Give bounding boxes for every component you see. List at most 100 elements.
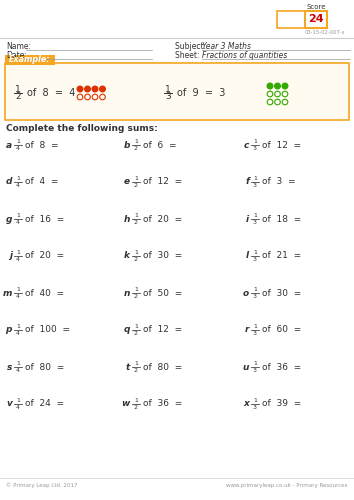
Text: of  8  =: of 8 = [25,140,58,149]
Text: of  60  =: of 60 = [262,326,301,334]
Text: Example:: Example: [9,56,51,64]
Text: 3: 3 [253,368,257,372]
Text: 3: 3 [253,256,257,262]
Text: of  12  =: of 12 = [143,326,182,334]
Text: 2: 2 [15,92,21,101]
Text: 2: 2 [134,404,138,409]
Text: 1: 1 [134,176,138,182]
Text: of  12  =: of 12 = [262,140,301,149]
Text: 3: 3 [253,146,257,150]
Text: of  24  =: of 24 = [25,400,64,408]
Text: w: w [122,400,130,408]
Text: i: i [246,214,249,224]
Circle shape [85,86,90,92]
Text: 1: 1 [134,324,138,330]
Text: 1: 1 [253,176,257,182]
Text: Complete the following sums:: Complete the following sums: [6,124,158,133]
Text: 2: 2 [134,330,138,336]
Text: 1: 1 [15,85,21,94]
Text: 3: 3 [253,330,257,336]
Text: 3: 3 [253,404,257,409]
Text: h: h [124,214,130,224]
Text: of  12  =: of 12 = [143,178,182,186]
Text: f: f [245,178,249,186]
Text: o: o [243,288,249,298]
Text: 1: 1 [16,214,20,218]
Text: 4: 4 [16,256,20,262]
Text: x: x [243,400,249,408]
Text: 4: 4 [16,330,20,336]
Text: 1: 1 [16,362,20,366]
Text: 1: 1 [253,398,257,404]
Text: 1: 1 [134,398,138,404]
Text: 2: 2 [134,220,138,224]
Text: of  6  =: of 6 = [143,140,177,149]
Text: of  8  =  4: of 8 = 4 [27,88,75,98]
Text: of  40  =: of 40 = [25,288,64,298]
FancyBboxPatch shape [277,11,305,28]
Text: s: s [7,362,12,372]
FancyBboxPatch shape [5,55,55,65]
Text: Subject:: Subject: [175,42,209,51]
Text: of  4  =: of 4 = [25,178,58,186]
Circle shape [77,86,83,92]
Text: © Primary Leap Ltd. 2017: © Primary Leap Ltd. 2017 [6,482,78,488]
Text: a: a [6,140,12,149]
Text: 1: 1 [134,214,138,218]
Text: of  80  =: of 80 = [25,362,64,372]
FancyBboxPatch shape [5,63,349,120]
Text: 1: 1 [253,324,257,330]
Text: 4: 4 [16,146,20,150]
Text: www.primaryleap.co.uk - Primary Resources: www.primaryleap.co.uk - Primary Resource… [227,482,348,488]
FancyBboxPatch shape [305,11,327,28]
Text: n: n [124,288,130,298]
Text: 1: 1 [134,250,138,256]
Text: of  18  =: of 18 = [262,214,301,224]
Text: Score: Score [306,4,326,10]
Text: p: p [6,326,12,334]
Text: 4: 4 [16,404,20,409]
Text: Name:: Name: [6,42,31,51]
Text: of  30  =: of 30 = [262,288,301,298]
Text: k: k [124,252,130,260]
Text: 1: 1 [253,250,257,256]
Text: 1: 1 [16,176,20,182]
Text: of  80  =: of 80 = [143,362,182,372]
Text: 2: 2 [134,146,138,150]
Text: of  50  =: of 50 = [143,288,182,298]
Text: m: m [2,288,12,298]
Text: 4: 4 [16,368,20,372]
Text: 2: 2 [134,294,138,298]
Text: 03-15-02-007-s: 03-15-02-007-s [305,30,346,35]
Text: 1: 1 [134,362,138,366]
Text: of  100  =: of 100 = [25,326,70,334]
Text: 3: 3 [253,294,257,298]
Circle shape [92,86,98,92]
Text: Sheet:: Sheet: [175,51,204,60]
Circle shape [282,83,288,89]
Text: Date:: Date: [6,51,27,60]
Text: 1: 1 [134,140,138,144]
Text: 4: 4 [16,294,20,298]
Text: 1: 1 [16,140,20,144]
Text: of  20  =: of 20 = [25,252,64,260]
Text: 1: 1 [253,214,257,218]
Text: of  3  =: of 3 = [262,178,296,186]
Text: 2: 2 [134,256,138,262]
Text: 1: 1 [16,250,20,256]
Text: 1: 1 [253,140,257,144]
Text: 2: 2 [134,182,138,188]
Text: 1: 1 [253,288,257,292]
Text: d: d [6,178,12,186]
Text: 1: 1 [134,288,138,292]
Text: 4: 4 [16,182,20,188]
Text: 1: 1 [16,288,20,292]
Text: of  36  =: of 36 = [143,400,182,408]
Text: e: e [124,178,130,186]
Text: of  20  =: of 20 = [143,214,182,224]
Circle shape [267,83,273,89]
Text: t: t [126,362,130,372]
Text: of  9  =  3: of 9 = 3 [177,88,225,98]
Text: Year 3 Maths: Year 3 Maths [202,42,251,51]
Text: g: g [6,214,12,224]
